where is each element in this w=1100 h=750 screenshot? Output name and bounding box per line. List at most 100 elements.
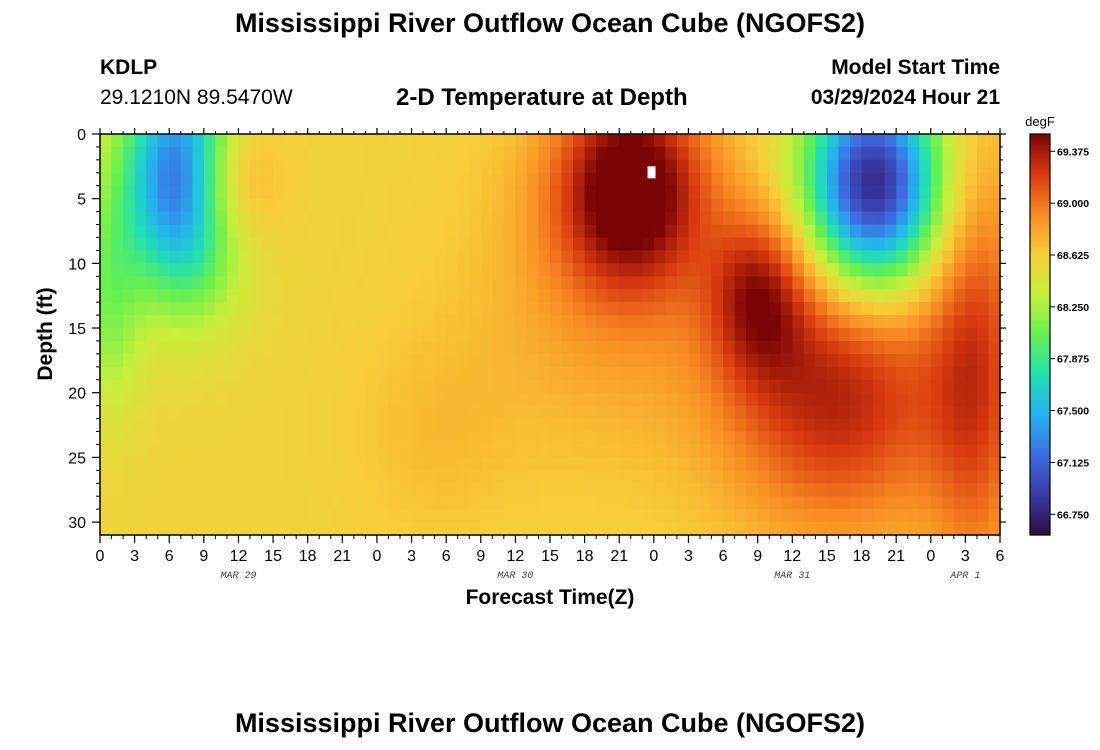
heatmap-cell	[596, 496, 609, 510]
heatmap-cell	[250, 470, 263, 484]
colorbar-unit: degF	[1025, 114, 1055, 129]
heatmap-cell	[273, 366, 286, 381]
heatmap-cell	[780, 392, 793, 407]
heatmap-cell	[942, 328, 955, 342]
heatmap-cell	[388, 185, 401, 200]
heatmap-cell	[769, 198, 782, 213]
heatmap-cell	[734, 392, 747, 407]
heatmap-cell	[873, 172, 886, 187]
heatmap-cell	[826, 146, 840, 161]
heatmap-cell	[607, 353, 620, 368]
heatmap-cell	[134, 340, 147, 355]
heatmap-cell	[665, 431, 678, 446]
heatmap-cell	[157, 379, 170, 394]
heatmap-cell	[907, 483, 920, 497]
heatmap-cell	[515, 457, 528, 471]
heatmap-cell	[665, 418, 678, 433]
heatmap-cell	[146, 522, 159, 536]
heatmap-cell	[769, 353, 782, 368]
heatmap-cell	[584, 302, 597, 316]
heatmap-cell	[734, 470, 747, 484]
heatmap-cell	[446, 522, 459, 536]
heatmap-cell	[723, 224, 736, 239]
heatmap-cell	[353, 237, 366, 252]
heatmap-cell	[238, 444, 251, 458]
heatmap-cell	[226, 185, 240, 200]
heatmap-cell	[492, 522, 505, 536]
heatmap-cell	[584, 198, 597, 213]
heatmap-cell	[780, 470, 793, 484]
heatmap-cell	[146, 185, 159, 200]
heatmap-cell	[157, 224, 170, 239]
heatmap-cell	[584, 146, 597, 161]
heatmap-cell	[538, 224, 551, 239]
heatmap-cell	[319, 509, 332, 523]
heatmap-cell	[976, 483, 990, 497]
heatmap-cell	[446, 315, 459, 329]
heatmap-cell	[919, 237, 932, 252]
heatmap-cell	[919, 366, 932, 381]
heatmap-cell	[365, 237, 378, 252]
heatmap-cell	[365, 405, 378, 420]
heatmap-cell	[330, 134, 343, 148]
heatmap-cell	[826, 237, 840, 252]
heatmap-cell	[861, 366, 874, 381]
heatmap-cell	[365, 224, 378, 239]
heatmap-cell	[653, 250, 666, 264]
heatmap-cell	[296, 496, 309, 510]
heatmap-cell	[192, 276, 205, 290]
heatmap-cell	[111, 392, 124, 407]
heatmap-cell	[400, 276, 413, 290]
heatmap-cell	[965, 289, 978, 303]
heatmap-cell	[342, 185, 355, 200]
heatmap-cell	[942, 224, 955, 239]
heatmap-cell	[700, 315, 713, 329]
heatmap-cell	[192, 159, 205, 174]
heatmap-cell	[780, 483, 793, 497]
heatmap-cell	[607, 366, 620, 381]
heatmap-cell	[226, 431, 240, 446]
heatmap-cell	[850, 224, 863, 239]
heatmap-cell	[688, 289, 701, 303]
heatmap-cell	[700, 302, 713, 316]
heatmap-cell	[953, 340, 966, 355]
heatmap-cell	[469, 328, 482, 342]
heatmap-cell	[619, 250, 632, 264]
heatmap-cell	[561, 379, 574, 394]
heatmap-cell	[457, 315, 470, 329]
heatmap-cell	[492, 444, 505, 458]
heatmap-cell	[734, 457, 747, 471]
heatmap-cell	[723, 172, 736, 187]
heatmap-cell	[111, 198, 124, 213]
heatmap-cell	[930, 146, 943, 161]
heatmap-cell	[353, 198, 366, 213]
heatmap-cell	[342, 340, 355, 355]
heatmap-cell	[688, 470, 701, 484]
heatmap-cell	[873, 328, 886, 342]
heatmap-cell	[919, 211, 932, 226]
heatmap-cell	[423, 328, 436, 342]
heatmap-cell	[526, 134, 540, 148]
heatmap-cell	[319, 185, 332, 200]
heatmap-cell	[203, 392, 216, 407]
heatmap-cell	[411, 224, 424, 239]
heatmap-cell	[930, 328, 943, 342]
heatmap-cell	[480, 211, 493, 226]
heatmap-cell	[261, 263, 274, 277]
heatmap-cell	[873, 250, 886, 264]
heatmap-cell	[619, 328, 632, 342]
heatmap-cell	[688, 211, 701, 226]
heatmap-cell	[503, 405, 516, 420]
heatmap-cell	[919, 418, 932, 433]
heatmap-cell	[573, 340, 586, 355]
heatmap-cell	[734, 302, 747, 316]
heatmap-cell	[526, 496, 540, 510]
heatmap-cell	[526, 353, 540, 368]
heatmap-cell	[850, 276, 863, 290]
heatmap-cell	[307, 457, 320, 471]
heatmap-cell	[134, 496, 147, 510]
heatmap-cell	[330, 302, 343, 316]
heatmap-cell	[953, 353, 966, 368]
heatmap-cell	[446, 263, 459, 277]
heatmap-cell	[111, 353, 124, 368]
